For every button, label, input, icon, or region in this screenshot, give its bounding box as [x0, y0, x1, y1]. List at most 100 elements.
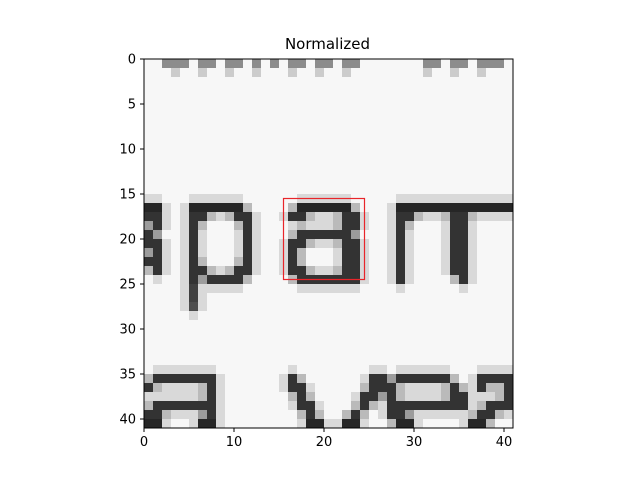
heatmap-cell	[171, 203, 181, 213]
heatmap-cell	[414, 284, 424, 294]
heatmap-cell	[477, 302, 487, 312]
heatmap-cell	[261, 410, 271, 420]
heatmap-cell	[360, 311, 370, 321]
heatmap-cell	[144, 293, 154, 303]
heatmap-cell	[198, 320, 208, 330]
heatmap-cell	[288, 338, 298, 348]
heatmap-cell	[369, 239, 379, 249]
heatmap-cell	[225, 176, 235, 186]
heatmap-cell	[387, 140, 397, 150]
heatmap-cell	[324, 239, 334, 249]
heatmap-cell	[351, 149, 361, 159]
heatmap-cell	[468, 383, 478, 393]
heatmap-cell	[342, 293, 352, 303]
heatmap-cell	[333, 284, 343, 294]
heatmap-cell	[261, 158, 271, 168]
heatmap-cell	[270, 149, 280, 159]
heatmap-cell	[207, 122, 217, 132]
heatmap-cell	[144, 212, 154, 222]
heatmap-cell	[225, 86, 235, 96]
heatmap-cell	[342, 158, 352, 168]
heatmap-cell	[504, 419, 514, 429]
heatmap-cell	[225, 275, 235, 285]
heatmap-cell	[504, 131, 514, 141]
heatmap-cell	[477, 158, 487, 168]
heatmap-cell	[171, 212, 181, 222]
heatmap-cell	[450, 374, 460, 384]
heatmap-cell	[207, 284, 217, 294]
heatmap-cell	[504, 185, 514, 195]
heatmap-cell	[459, 374, 469, 384]
heatmap-cell	[351, 293, 361, 303]
heatmap-cell	[324, 302, 334, 312]
heatmap-cell	[450, 203, 460, 213]
heatmap-cell	[423, 266, 433, 276]
heatmap-cell	[189, 257, 199, 267]
heatmap-cell	[414, 392, 424, 402]
heatmap-cell	[360, 329, 370, 339]
heatmap-cell	[342, 86, 352, 96]
heatmap-cell	[216, 365, 226, 375]
heatmap-cell	[261, 320, 271, 330]
y-tick-label: 15	[119, 188, 136, 203]
heatmap-cell	[243, 95, 253, 105]
heatmap-cell	[360, 401, 370, 411]
heatmap-cell	[432, 203, 442, 213]
heatmap-cell	[405, 320, 415, 330]
heatmap-cell	[477, 185, 487, 195]
heatmap-cell	[288, 221, 298, 231]
heatmap-cell	[252, 311, 262, 321]
heatmap-cell	[315, 266, 325, 276]
heatmap-image	[144, 59, 514, 429]
heatmap-cell	[459, 293, 469, 303]
heatmap-cell	[198, 257, 208, 267]
heatmap-cell	[396, 401, 406, 411]
heatmap-cell	[351, 383, 361, 393]
heatmap-cell	[324, 113, 334, 123]
heatmap-cell	[441, 194, 451, 204]
heatmap-cell	[288, 401, 298, 411]
heatmap-cell	[423, 113, 433, 123]
heatmap-cell	[468, 194, 478, 204]
heatmap-cell	[306, 68, 316, 78]
heatmap-cell	[414, 347, 424, 357]
heatmap-cell	[333, 257, 343, 267]
heatmap-cell	[477, 365, 487, 375]
heatmap-cell	[369, 374, 379, 384]
heatmap-cell	[324, 185, 334, 195]
heatmap-cell	[144, 68, 154, 78]
heatmap-cell	[279, 122, 289, 132]
heatmap-cell	[261, 86, 271, 96]
heatmap-cell	[252, 401, 262, 411]
heatmap-cell	[324, 329, 334, 339]
heatmap-cell	[270, 410, 280, 420]
heatmap-cell	[288, 212, 298, 222]
heatmap-cell	[459, 131, 469, 141]
heatmap-cell	[495, 113, 505, 123]
heatmap-cell	[450, 311, 460, 321]
heatmap-cell	[477, 347, 487, 357]
heatmap-cell	[468, 95, 478, 105]
heatmap-cell	[225, 68, 235, 78]
heatmap-cell	[153, 167, 163, 177]
heatmap-cell	[171, 347, 181, 357]
heatmap-cell	[144, 374, 154, 384]
heatmap-cell	[225, 95, 235, 105]
heatmap-cell	[207, 194, 217, 204]
heatmap-cell	[441, 104, 451, 114]
heatmap-cell	[198, 194, 208, 204]
heatmap-cell	[414, 122, 424, 132]
heatmap-cell	[216, 230, 226, 240]
heatmap-cell	[243, 86, 253, 96]
heatmap-cell	[216, 113, 226, 123]
heatmap-cell	[360, 95, 370, 105]
heatmap-cell	[504, 59, 514, 69]
heatmap-cell	[459, 95, 469, 105]
heatmap-cell	[441, 383, 451, 393]
heatmap-cell	[153, 77, 163, 87]
heatmap-cell	[306, 410, 316, 420]
heatmap-cell	[216, 122, 226, 132]
heatmap-cell	[459, 266, 469, 276]
heatmap-cell	[477, 239, 487, 249]
heatmap-cell	[243, 302, 253, 312]
